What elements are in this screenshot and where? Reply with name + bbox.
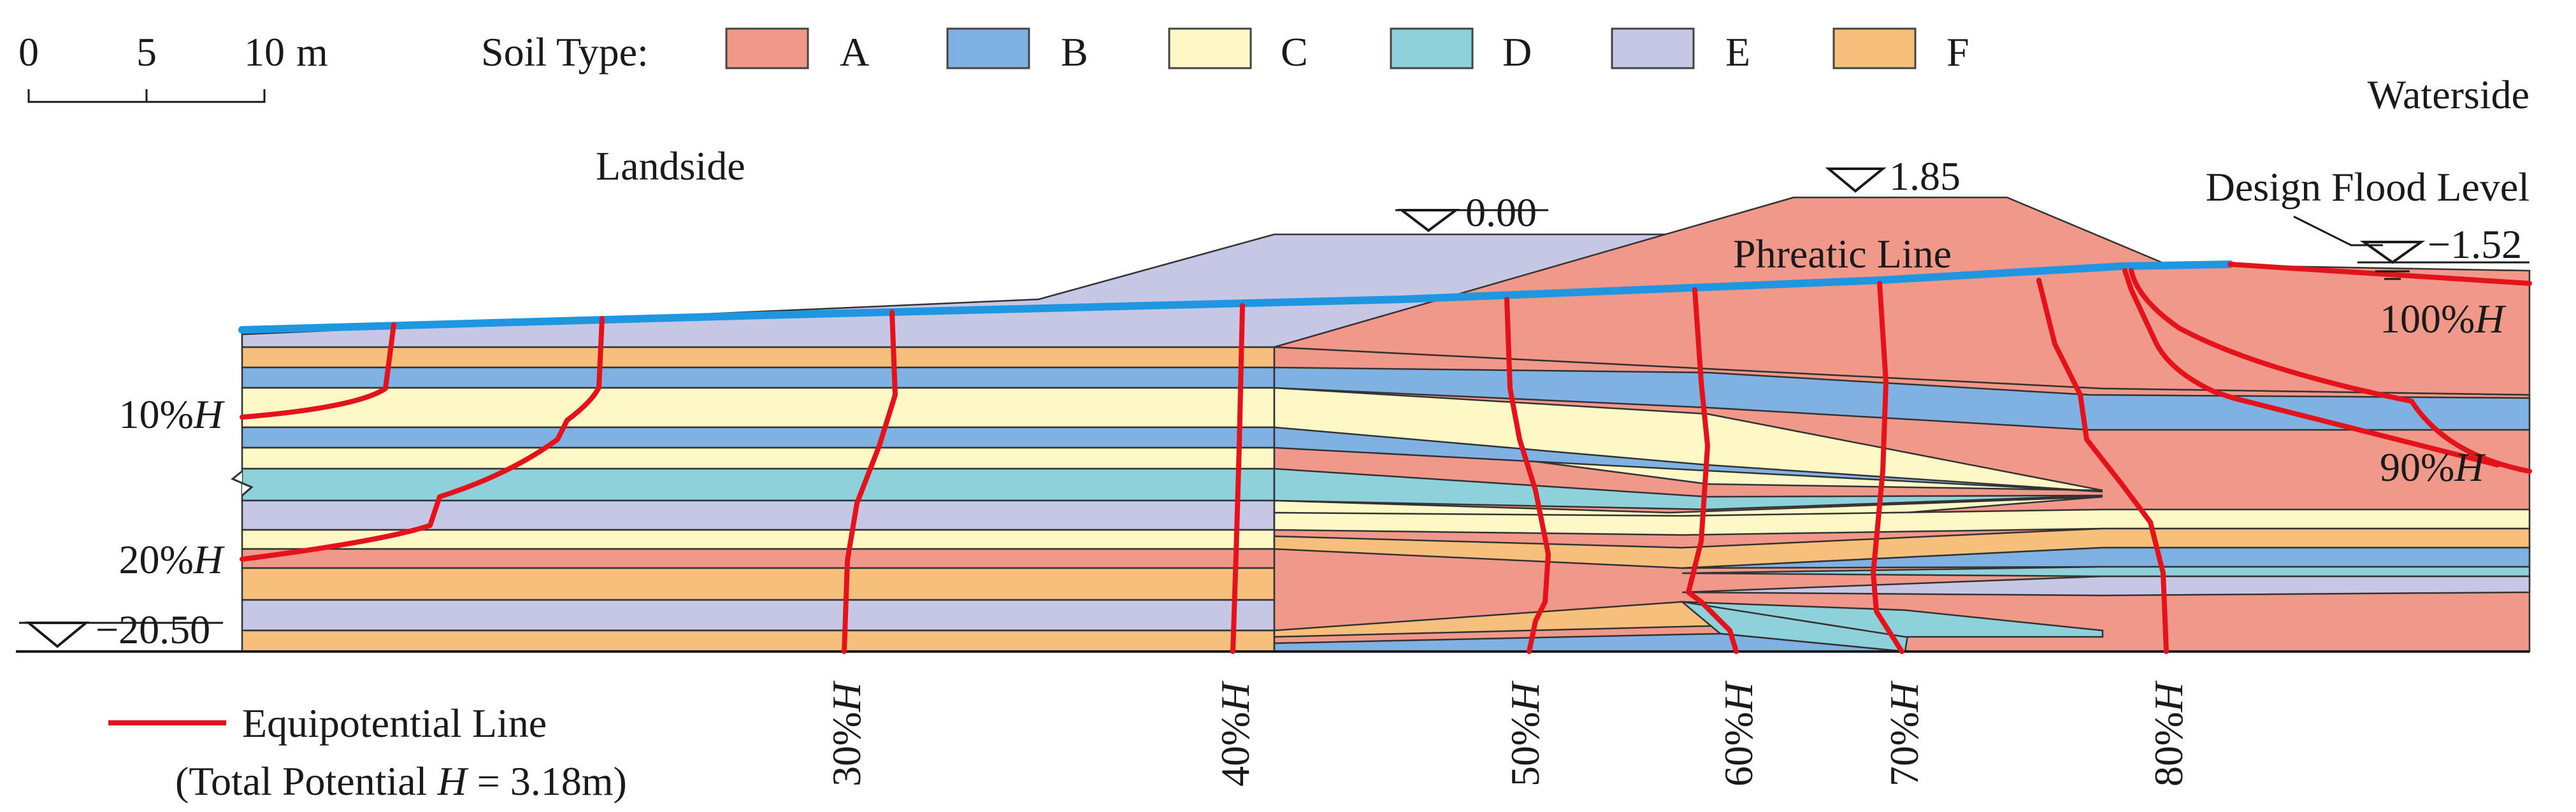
level-markers: 0.00 1.85 −1.52 −20.50 <box>19 153 2529 652</box>
legend-label-b: B <box>1061 29 1088 75</box>
landside-label: Landside <box>596 143 745 189</box>
legend-label-d: D <box>1502 29 1532 75</box>
wedge-b-lower <box>1273 426 2103 493</box>
legend-label-e: E <box>1725 29 1750 75</box>
scale-bar-line <box>27 89 266 103</box>
wedge-b-upper <box>1273 366 2531 431</box>
legend-swatch-c <box>1168 27 1252 69</box>
eq-label-60: 60%H <box>1716 680 1761 787</box>
layer-c-1 <box>241 387 1276 429</box>
eq-label-100: 100%H <box>2380 296 2507 341</box>
wedge-d <box>1273 467 2103 511</box>
layer-a-1 <box>241 548 1276 569</box>
crest-level-triangle-icon <box>1825 167 1887 193</box>
legend-swatch-b <box>946 27 1030 69</box>
layer-c-2 <box>241 446 1276 470</box>
eq-label-30: 30%H <box>824 680 869 787</box>
wedge-c-upper <box>1273 387 2103 492</box>
equipotential-90 <box>2122 268 2500 467</box>
strip-b-right <box>1681 546 2531 569</box>
layer-f-2 <box>241 567 1276 601</box>
eq-label-70: 70%H <box>1882 680 1927 787</box>
crest-elevation-label: 1.85 <box>1889 153 1961 199</box>
phreatic-line-label: Phreatic Line <box>1733 231 1952 276</box>
section-break-mark <box>231 470 254 497</box>
legend-title: Soil Type: <box>481 29 649 75</box>
berm-elevation-label: 0.00 <box>1465 190 1537 235</box>
bottom-elevation-label: −20.50 <box>96 607 210 652</box>
equipotential-100 <box>2129 262 2532 474</box>
total-potential-note: (Total Potential H = 3.18m) <box>175 759 627 804</box>
layer-f-1 <box>241 346 1276 369</box>
equipotential-50 <box>1504 297 1551 654</box>
layer-b-2 <box>241 426 1276 449</box>
scale-tick-0: 0 <box>18 29 39 75</box>
equipotential-legend-label: Equipotential Line <box>242 701 547 746</box>
equipotential-40 <box>1230 303 1245 654</box>
equipotential-80 <box>2036 278 2169 654</box>
legend-label-a: A <box>840 29 869 75</box>
equipotential-lines <box>240 262 2532 654</box>
water-surface-icon <box>2375 270 2410 280</box>
equipotential-60 <box>1686 287 1739 654</box>
eq-label-40: 40%H <box>1212 680 1258 787</box>
soil-cross-section <box>16 196 2531 653</box>
layer-e-3 <box>241 599 1276 632</box>
phreatic-line <box>238 260 2234 334</box>
layer-d-1 <box>241 467 1276 502</box>
legend-swatch-a <box>725 27 809 69</box>
equipotential-labels: 10%H 20%H 30%H 40%H 50%H 60%H 70%H 80%H … <box>119 296 2507 787</box>
eq-label-50: 50%H <box>1502 680 1548 787</box>
equipotential-30 <box>842 310 898 654</box>
layer-f-3 <box>241 629 1276 653</box>
legend-swatch-f <box>1832 27 1917 69</box>
flood-level-triangle-icon <box>2359 241 2426 264</box>
layer-e-2 <box>241 499 1276 531</box>
equipotential-20 <box>240 316 605 562</box>
eq-label-20: 20%H <box>119 537 225 582</box>
flood-elevation-label: −1.52 <box>2428 222 2522 267</box>
legend-label-f: F <box>1946 29 1969 75</box>
bottom-level-triangle-icon <box>25 622 90 648</box>
flood-level-leader <box>2293 215 2383 246</box>
wedge-d-mid <box>1681 601 2104 638</box>
eq-label-90: 90%H <box>2380 445 2486 490</box>
strip-d-right <box>1681 566 2531 578</box>
legend-label-c: C <box>1281 29 1308 75</box>
scale-unit: m <box>296 29 328 75</box>
eq-label-10: 10%H <box>119 392 225 437</box>
scale-bar: 0 5 10 m <box>18 29 328 103</box>
scale-tick-10: 10 <box>244 29 285 75</box>
waterside-label: Waterside <box>2368 72 2529 117</box>
equipotential-10 <box>240 322 396 420</box>
design-flood-level-label: Design Flood Level <box>2206 164 2529 210</box>
berm-level-triangle-icon <box>1398 209 1460 232</box>
legend-swatch-d <box>1390 27 1474 69</box>
layer-b-1 <box>241 366 1276 389</box>
strip-e-right <box>1681 575 2531 597</box>
equipotential-legend: Equipotential Line (Total Potential H = … <box>108 701 627 804</box>
legend-swatch-e <box>1611 27 1695 69</box>
soil-legend: Soil Type: A B C D E F <box>481 27 1969 75</box>
equipotential-70 <box>1871 281 1904 654</box>
scale-tick-5: 5 <box>136 29 157 75</box>
eq-label-80: 80%H <box>2146 680 2191 787</box>
